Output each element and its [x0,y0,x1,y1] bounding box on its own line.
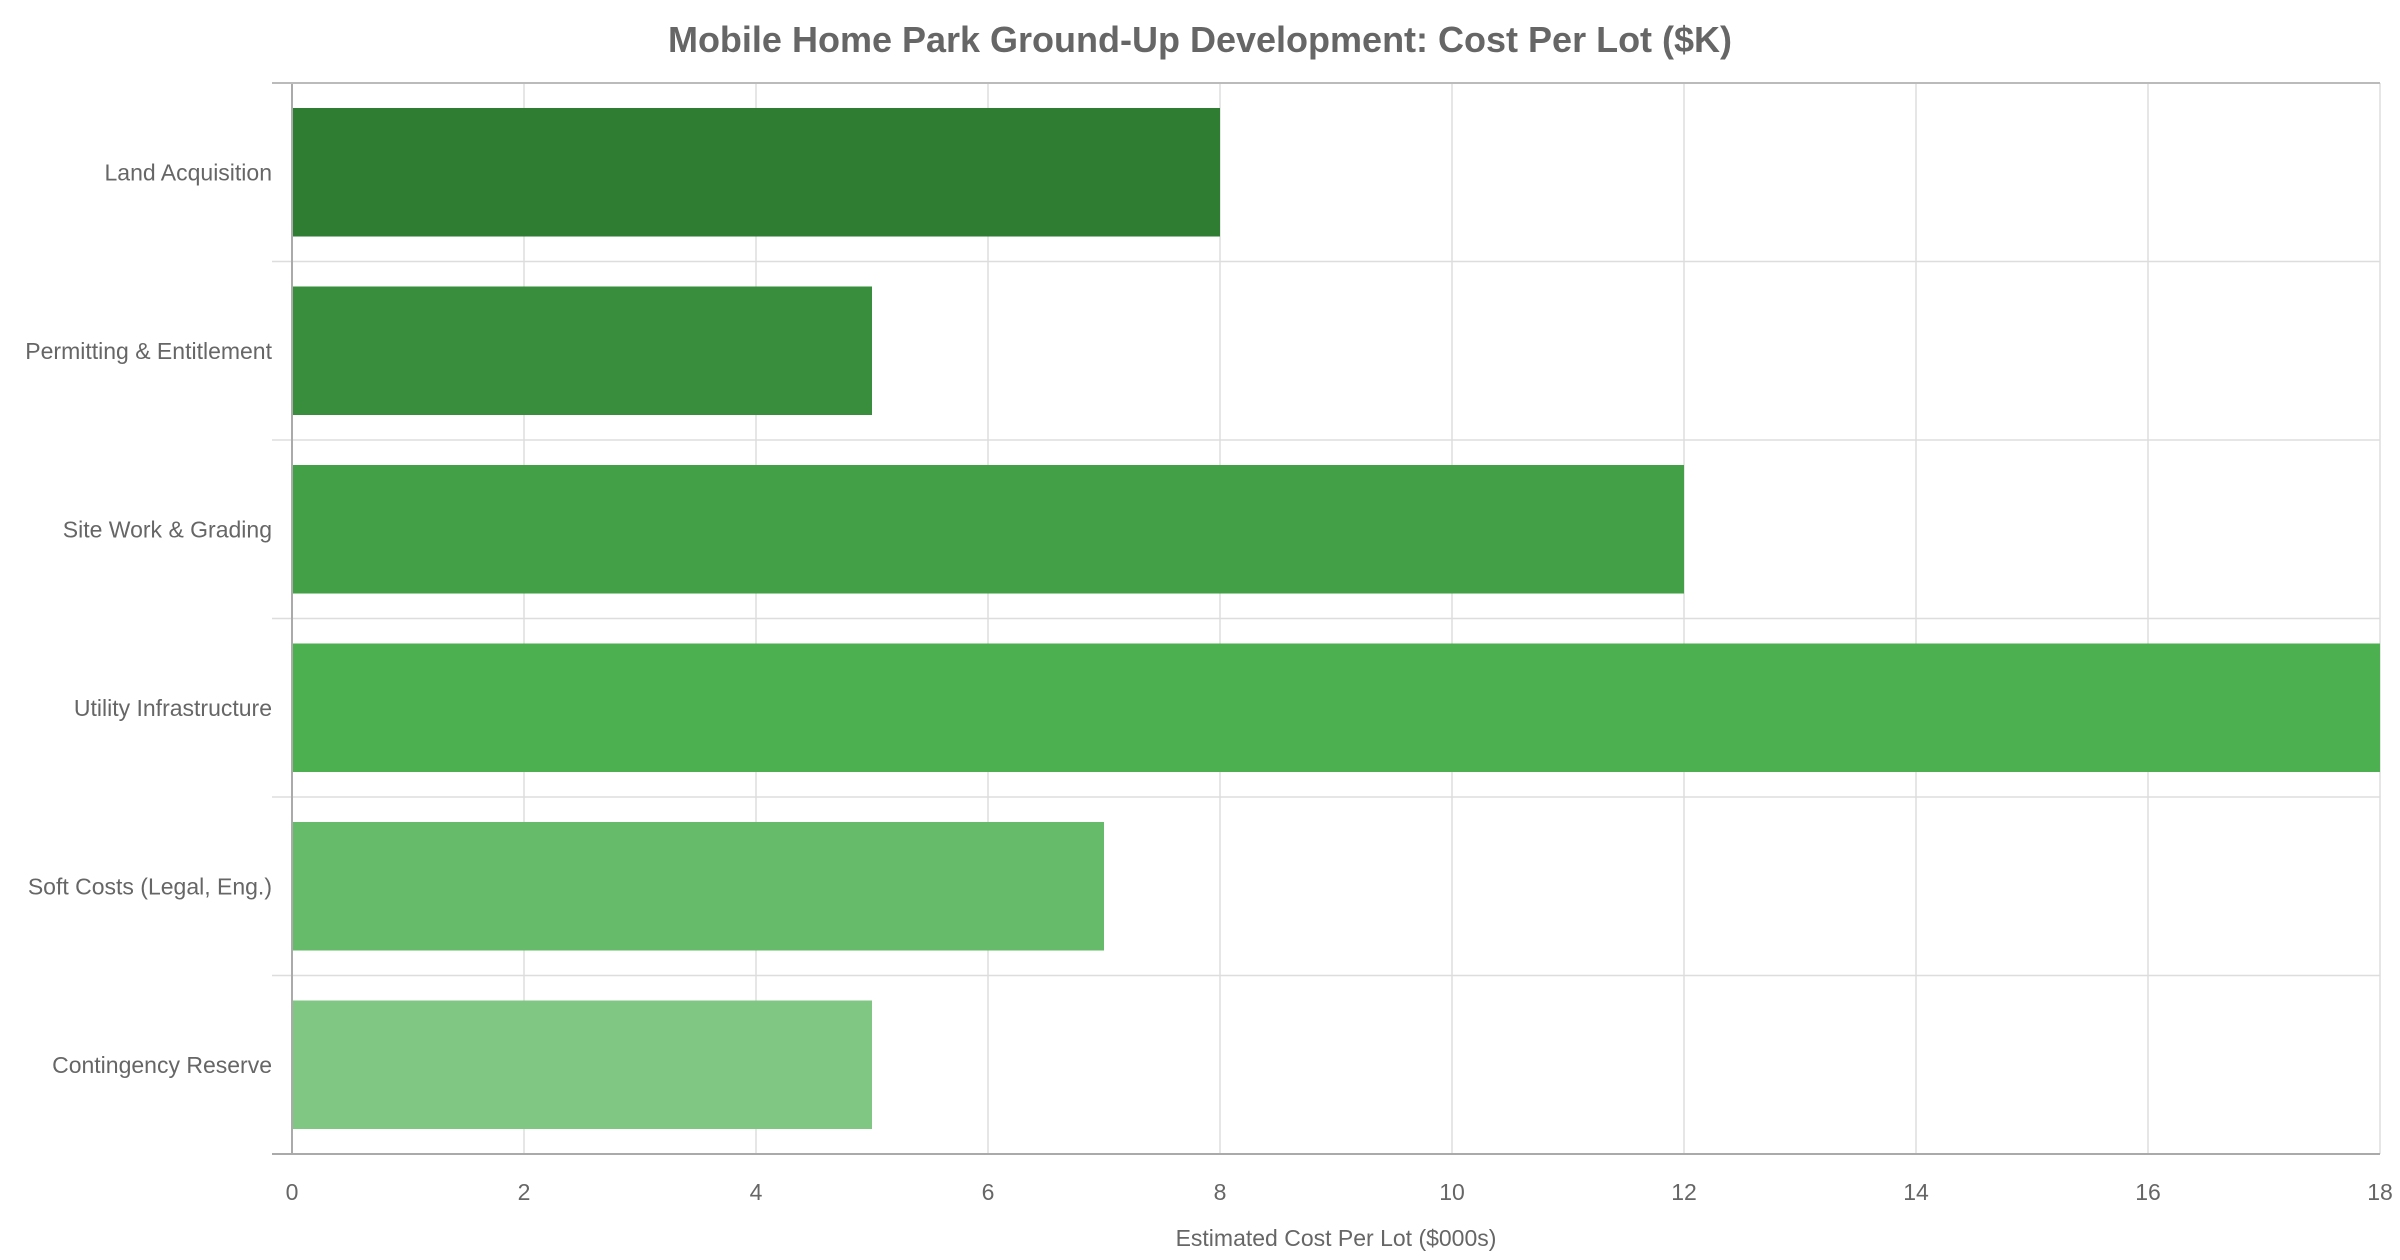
category-label: Site Work & Grading [63,516,272,542]
category-label: Permitting & Entitlement [25,338,272,364]
category-label: Contingency Reserve [52,1052,272,1078]
chart-title: Mobile Home Park Ground-Up Development: … [668,19,1732,60]
x-tick-label: 12 [1671,1179,1697,1205]
x-tick-label: 10 [1439,1179,1465,1205]
category-label: Land Acquisition [104,159,272,185]
bar [292,1000,872,1130]
axes [272,82,2380,1155]
x-tick-label: 6 [982,1179,995,1205]
category-label: Utility Infrastructure [74,695,272,721]
bar [292,464,1684,594]
x-tick-label: 2 [518,1179,531,1205]
category-labels: Land Acquisition Permitting & Entitlement… [25,159,272,1078]
x-tick-label: 4 [750,1179,763,1205]
x-tick-labels: 0 2 4 6 8 10 12 14 16 18 [286,1179,2393,1205]
x-tick-label: 0 [286,1179,299,1205]
bar [292,821,1104,951]
category-label: Soft Costs (Legal, Eng.) [28,873,272,899]
x-tick-label: 14 [1903,1179,1929,1205]
x-tick-label: 18 [2367,1179,2393,1205]
grid-lines [272,82,2381,1155]
bar [292,643,2380,773]
bar [292,286,872,416]
x-axis-title: Estimated Cost Per Lot ($000s) [1176,1225,1497,1251]
x-tick-label: 8 [1214,1179,1227,1205]
x-tick-label: 16 [2135,1179,2161,1205]
bar [292,107,1220,237]
bars [292,107,2380,1130]
